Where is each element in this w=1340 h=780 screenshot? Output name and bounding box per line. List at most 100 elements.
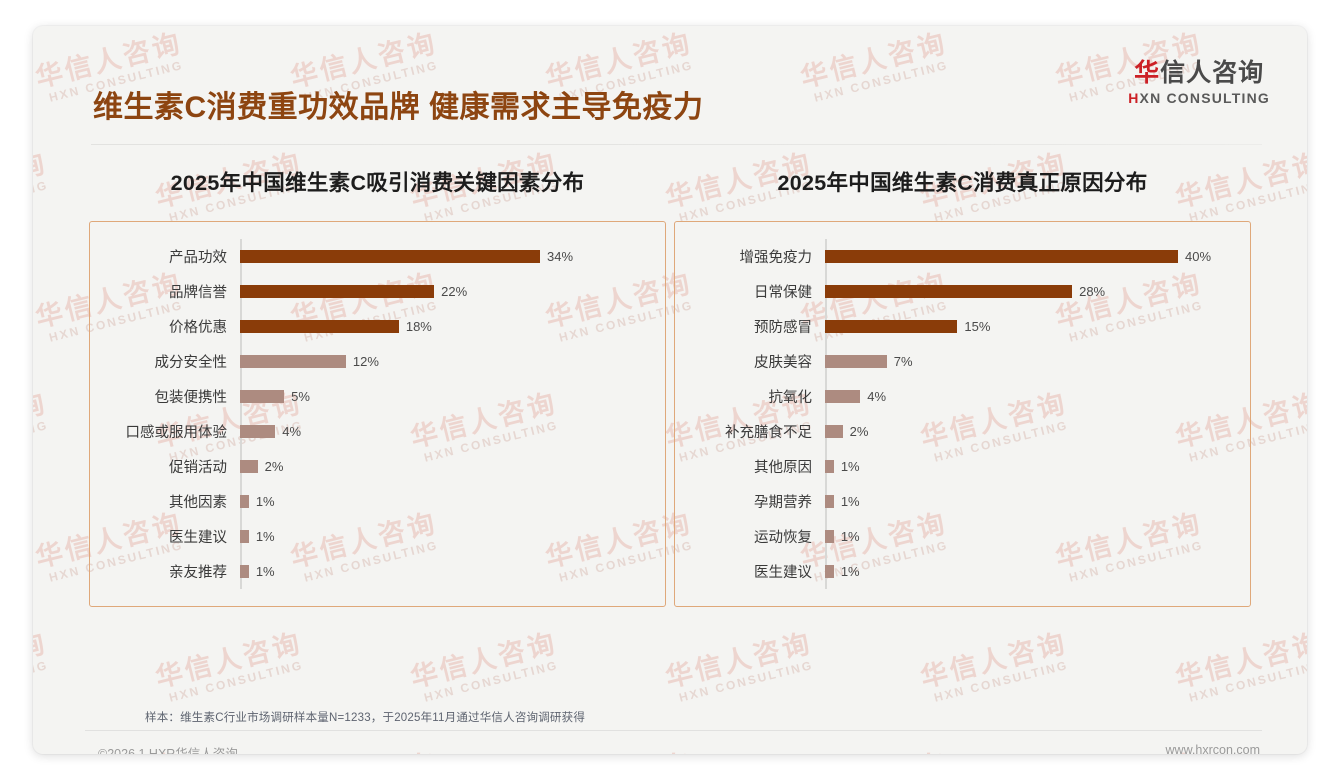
bar-category-label: 增强免疫力 [739,250,813,266]
bar [240,390,285,403]
slide-footer: ©2026.1 HXR华信人咨询 www.hxrcon.com [33,738,1307,754]
bar-track: 34% [240,249,653,264]
bar-category-label: 预防感冒 [754,320,812,336]
bar-category-label: 运动恢复 [754,530,812,546]
bar-row: 其他因素 1% [90,485,653,518]
bar-row: 日常保健 28% [675,275,1238,308]
bar-track: 28% [825,284,1238,299]
bar-row: 预防感冒 15% [675,310,1238,343]
watermark-en: HXN CONSULTING [167,657,305,705]
bar-value-label: 28% [1079,284,1106,299]
copyright-text: ©2026.1 HXR华信人咨询 [98,747,238,754]
website-link[interactable]: www.hxrcon.com [1165,743,1260,754]
bar-value-label: 18% [405,319,432,334]
bar-category-label: 亲友推荐 [169,565,227,581]
bar-row: 亲友推荐 1% [90,555,653,588]
bar-track: 1% [825,459,1238,474]
bar-value-label: 2% [264,459,284,474]
bar-track: 2% [825,424,1238,439]
bar-value-label: 34% [547,249,574,264]
bar-row: 其他原因 1% [675,450,1238,483]
watermark-cn: 华信人咨询 [152,627,306,694]
watermark-en: HXN CONSULTING [677,657,815,705]
logo-cn-rest: 信人咨询 [1160,59,1265,87]
chart-title-left: 2025年中国维生素C吸引消费关键因素分布 [170,171,585,195]
watermark-en: HXN CONSULTING [932,657,1070,705]
bar-category-label: 抗氧化 [768,390,813,406]
bar-track: 5% [240,389,653,404]
watermark-en: HXN CONSULTING [422,657,560,705]
bar [240,425,276,438]
bar-category-label: 包装便携性 [154,390,228,406]
bar-track: 1% [240,494,653,509]
bar [240,495,249,508]
bar-value-label: 1% [840,494,860,509]
bar [240,355,346,368]
header-divider [91,144,1262,145]
bar-track: 40% [825,249,1238,264]
bar-category-label: 其他因素 [169,495,227,511]
bar-value-label: 2% [849,424,869,439]
bar-row: 产品功效 34% [90,240,653,273]
bar-row: 补充膳食不足 2% [675,415,1238,448]
bar-row: 包装便携性 5% [90,380,653,413]
bar-row: 医生建议 1% [675,555,1238,588]
bar-track: 4% [825,389,1238,404]
bar-value-label: 1% [255,494,275,509]
bar-value-label: 1% [840,459,860,474]
bar-row: 抗氧化 4% [675,380,1238,413]
chart-panel-right: 增强免疫力 40% 日常保健 28% 预防感冒 15% 皮肤美容 7% 抗氧化 4% 补充膳食不足 2… [674,221,1251,607]
bar [825,425,843,438]
bar-value-label: 7% [893,354,913,369]
watermark-cn: 华信人咨询 [917,627,1071,694]
watermark-en: HXN CONSULTING [33,657,50,705]
bar [825,495,834,508]
bar-row: 皮肤美容 7% [675,345,1238,378]
bar [240,565,249,578]
chart-panel-left: 产品功效 34% 品牌信誉 22% 价格优惠 18% 成分安全性 12% 包装便携性 5% 口感或服… [89,221,666,607]
bar-row: 品牌信誉 22% [90,275,653,308]
bar-track: 1% [825,529,1238,544]
bar-row: 价格优惠 18% [90,310,653,343]
watermark-cn: 华信人咨询 [33,627,51,694]
bar-category-label: 促销活动 [169,460,227,476]
bar-category-label: 孕期营养 [754,495,812,511]
bar [825,390,861,403]
bar [825,460,834,473]
bar-track: 7% [825,354,1238,369]
bar-row: 运动恢复 1% [675,520,1238,553]
slide-card: 华信人咨询 HXN CONSULTING 华信人咨询 HXN CONSULTING 华信… [33,26,1307,754]
bar-value-label: 4% [282,424,302,439]
axis-line [825,239,827,589]
logo-chinese: 华信人咨询 [1128,59,1270,88]
bar-row: 成分安全性 12% [90,345,653,378]
bar-value-label: 1% [840,564,860,579]
bar [825,320,958,333]
bar-category-label: 口感或服用体验 [125,425,228,441]
bar-category-label: 品牌信誉 [169,285,227,301]
bar-track: 1% [240,564,653,579]
bar-value-label: 22% [441,284,468,299]
bar-value-label: 1% [255,529,275,544]
watermark-en: HXN CONSULTING [1187,657,1307,705]
bar [240,285,435,298]
bar-value-label: 4% [867,389,887,404]
bar-value-label: 1% [840,529,860,544]
bar-row: 促销活动 2% [90,450,653,483]
bar-value-label: 15% [964,319,991,334]
slide-header: 维生素C消费重功效品牌 健康需求主导免疫力 华信人咨询 HXN CONSULTI… [33,26,1307,130]
bar-track: 1% [825,494,1238,509]
bar-category-label: 产品功效 [169,250,227,266]
bar-track: 4% [240,424,653,439]
bar [825,285,1073,298]
bar-value-label: 12% [352,354,379,369]
bar-value-label: 40% [1185,249,1212,264]
logo-en-red: H [1128,89,1140,106]
bar-category-label: 日常保健 [754,285,812,301]
watermark-cn: 华信人咨询 [1172,627,1307,694]
